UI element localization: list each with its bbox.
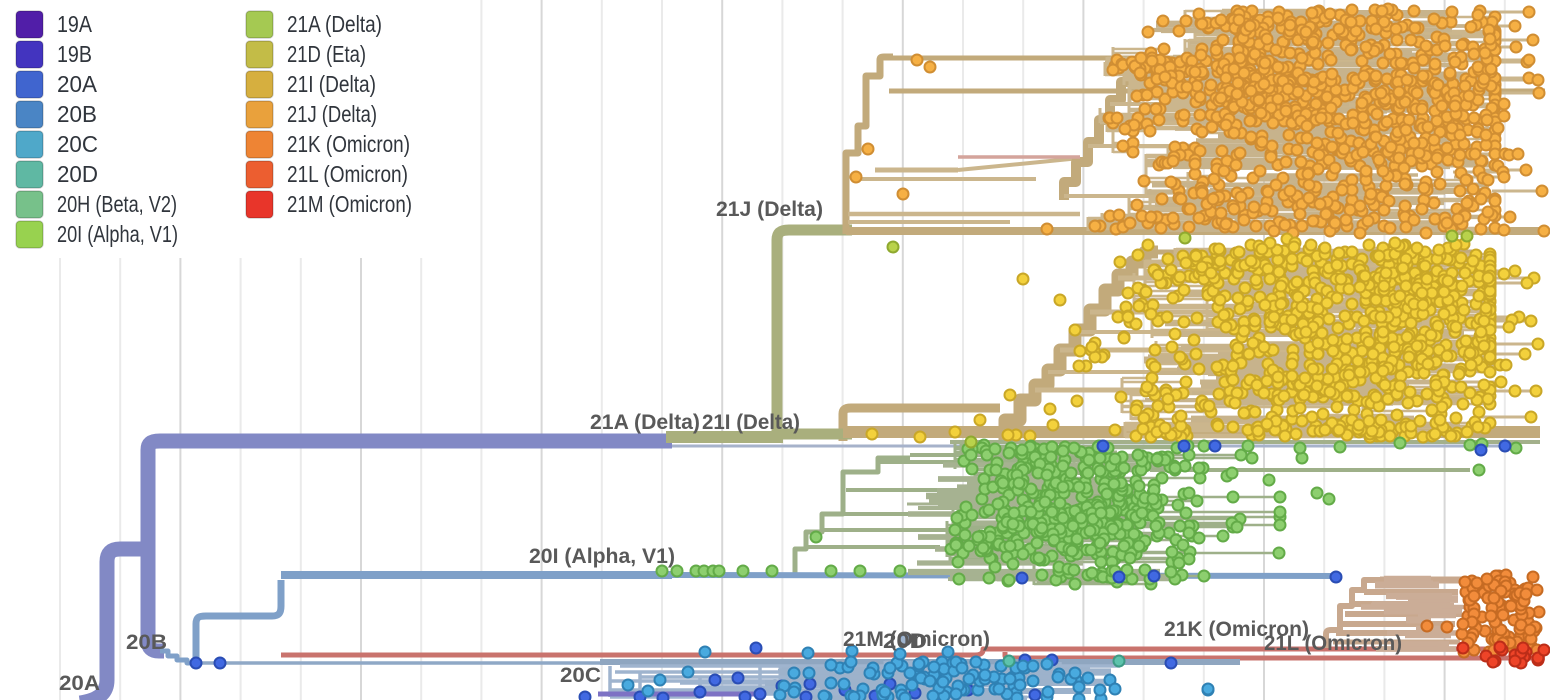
svg-text:19A: 19A (57, 11, 93, 37)
svg-text:21I (Delta): 21I (Delta) (287, 71, 376, 97)
svg-text:21I (Delta): 21I (Delta) (702, 411, 800, 434)
svg-text:20I (Alpha, V1): 20I (Alpha, V1) (529, 545, 675, 568)
svg-text:21L (Omicron): 21L (Omicron) (1264, 632, 1402, 655)
svg-text:20H (Beta, V2): 20H (Beta, V2) (57, 191, 177, 217)
svg-text:20C: 20C (57, 131, 98, 157)
svg-text:20D: 20D (57, 161, 98, 187)
svg-text:21L (Omicron): 21L (Omicron) (287, 161, 408, 187)
svg-text:20D: 20D (883, 630, 927, 653)
svg-text:21K (Omicron): 21K (Omicron) (1164, 618, 1309, 641)
svg-text:21D (Eta): 21D (Eta) (287, 41, 366, 67)
svg-text:21J (Delta): 21J (Delta) (716, 198, 823, 221)
svg-text:20A: 20A (59, 672, 100, 695)
svg-text:19B: 19B (57, 41, 92, 67)
svg-text:20B: 20B (57, 101, 97, 127)
svg-text:21M (Omicron): 21M (Omicron) (287, 191, 412, 217)
svg-text:20B: 20B (126, 631, 167, 654)
svg-text:20I (Alpha, V1): 20I (Alpha, V1) (57, 221, 178, 247)
svg-text:21M (Omicron): 21M (Omicron) (843, 628, 990, 651)
svg-text:21K (Omicron): 21K (Omicron) (287, 131, 410, 157)
svg-text:21A (Delta): 21A (Delta) (287, 11, 382, 37)
svg-text:21A (Delta): 21A (Delta) (590, 411, 700, 434)
svg-text:20A: 20A (57, 71, 98, 97)
svg-text:20C: 20C (560, 664, 601, 687)
svg-text:21J (Delta): 21J (Delta) (287, 101, 377, 127)
